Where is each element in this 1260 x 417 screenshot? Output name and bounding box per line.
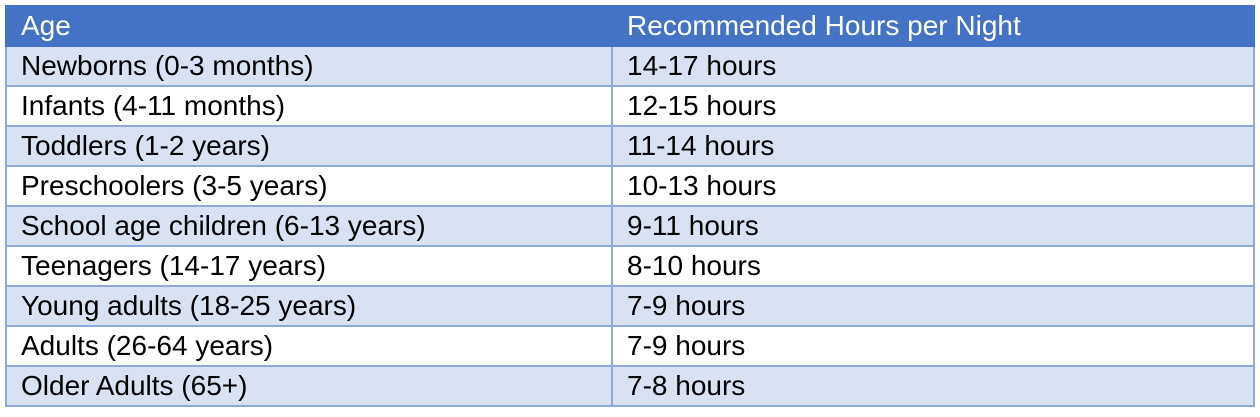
table-row: Infants (4-11 months) 12-15 hours [5,85,1255,127]
hours-cell: 8-10 hours [611,245,1255,287]
hours-cell: 7-9 hours [611,285,1255,327]
age-cell: School age children (6-13 years) [5,205,613,247]
table-row: Preschoolers (3-5 years) 10-13 hours [5,165,1255,207]
age-cell: Newborns (0-3 months) [5,45,613,87]
hours-cell: 7-8 hours [611,365,1255,407]
table-row: Toddlers (1-2 years) 11-14 hours [5,125,1255,167]
hours-cell: 7-9 hours [611,325,1255,367]
age-cell: Teenagers (14-17 years) [5,245,613,287]
table-row: Older Adults (65+) 7-8 hours [5,365,1255,407]
age-cell: Adults (26-64 years) [5,325,613,367]
table-row: Adults (26-64 years) 7-9 hours [5,325,1255,367]
hours-cell: 10-13 hours [611,165,1255,207]
table-header-row: Age Recommended Hours per Night [5,5,1255,47]
age-cell: Infants (4-11 months) [5,85,613,127]
age-cell: Older Adults (65+) [5,365,613,407]
header-hours: Recommended Hours per Night [611,5,1255,47]
table-row: Young adults (18-25 years) 7-9 hours [5,285,1255,327]
table-row: Teenagers (14-17 years) 8-10 hours [5,245,1255,287]
age-cell: Young adults (18-25 years) [5,285,613,327]
table-row: School age children (6-13 years) 9-11 hou… [5,205,1255,247]
hours-cell: 14-17 hours [611,45,1255,87]
sleep-hours-table: Age Recommended Hours per Night Newborns… [5,5,1255,407]
hours-cell: 12-15 hours [611,85,1255,127]
hours-cell: 11-14 hours [611,125,1255,167]
age-cell: Preschoolers (3-5 years) [5,165,613,207]
hours-cell: 9-11 hours [611,205,1255,247]
age-cell: Toddlers (1-2 years) [5,125,613,167]
table-row: Newborns (0-3 months) 14-17 hours [5,45,1255,87]
header-age: Age [5,5,613,47]
